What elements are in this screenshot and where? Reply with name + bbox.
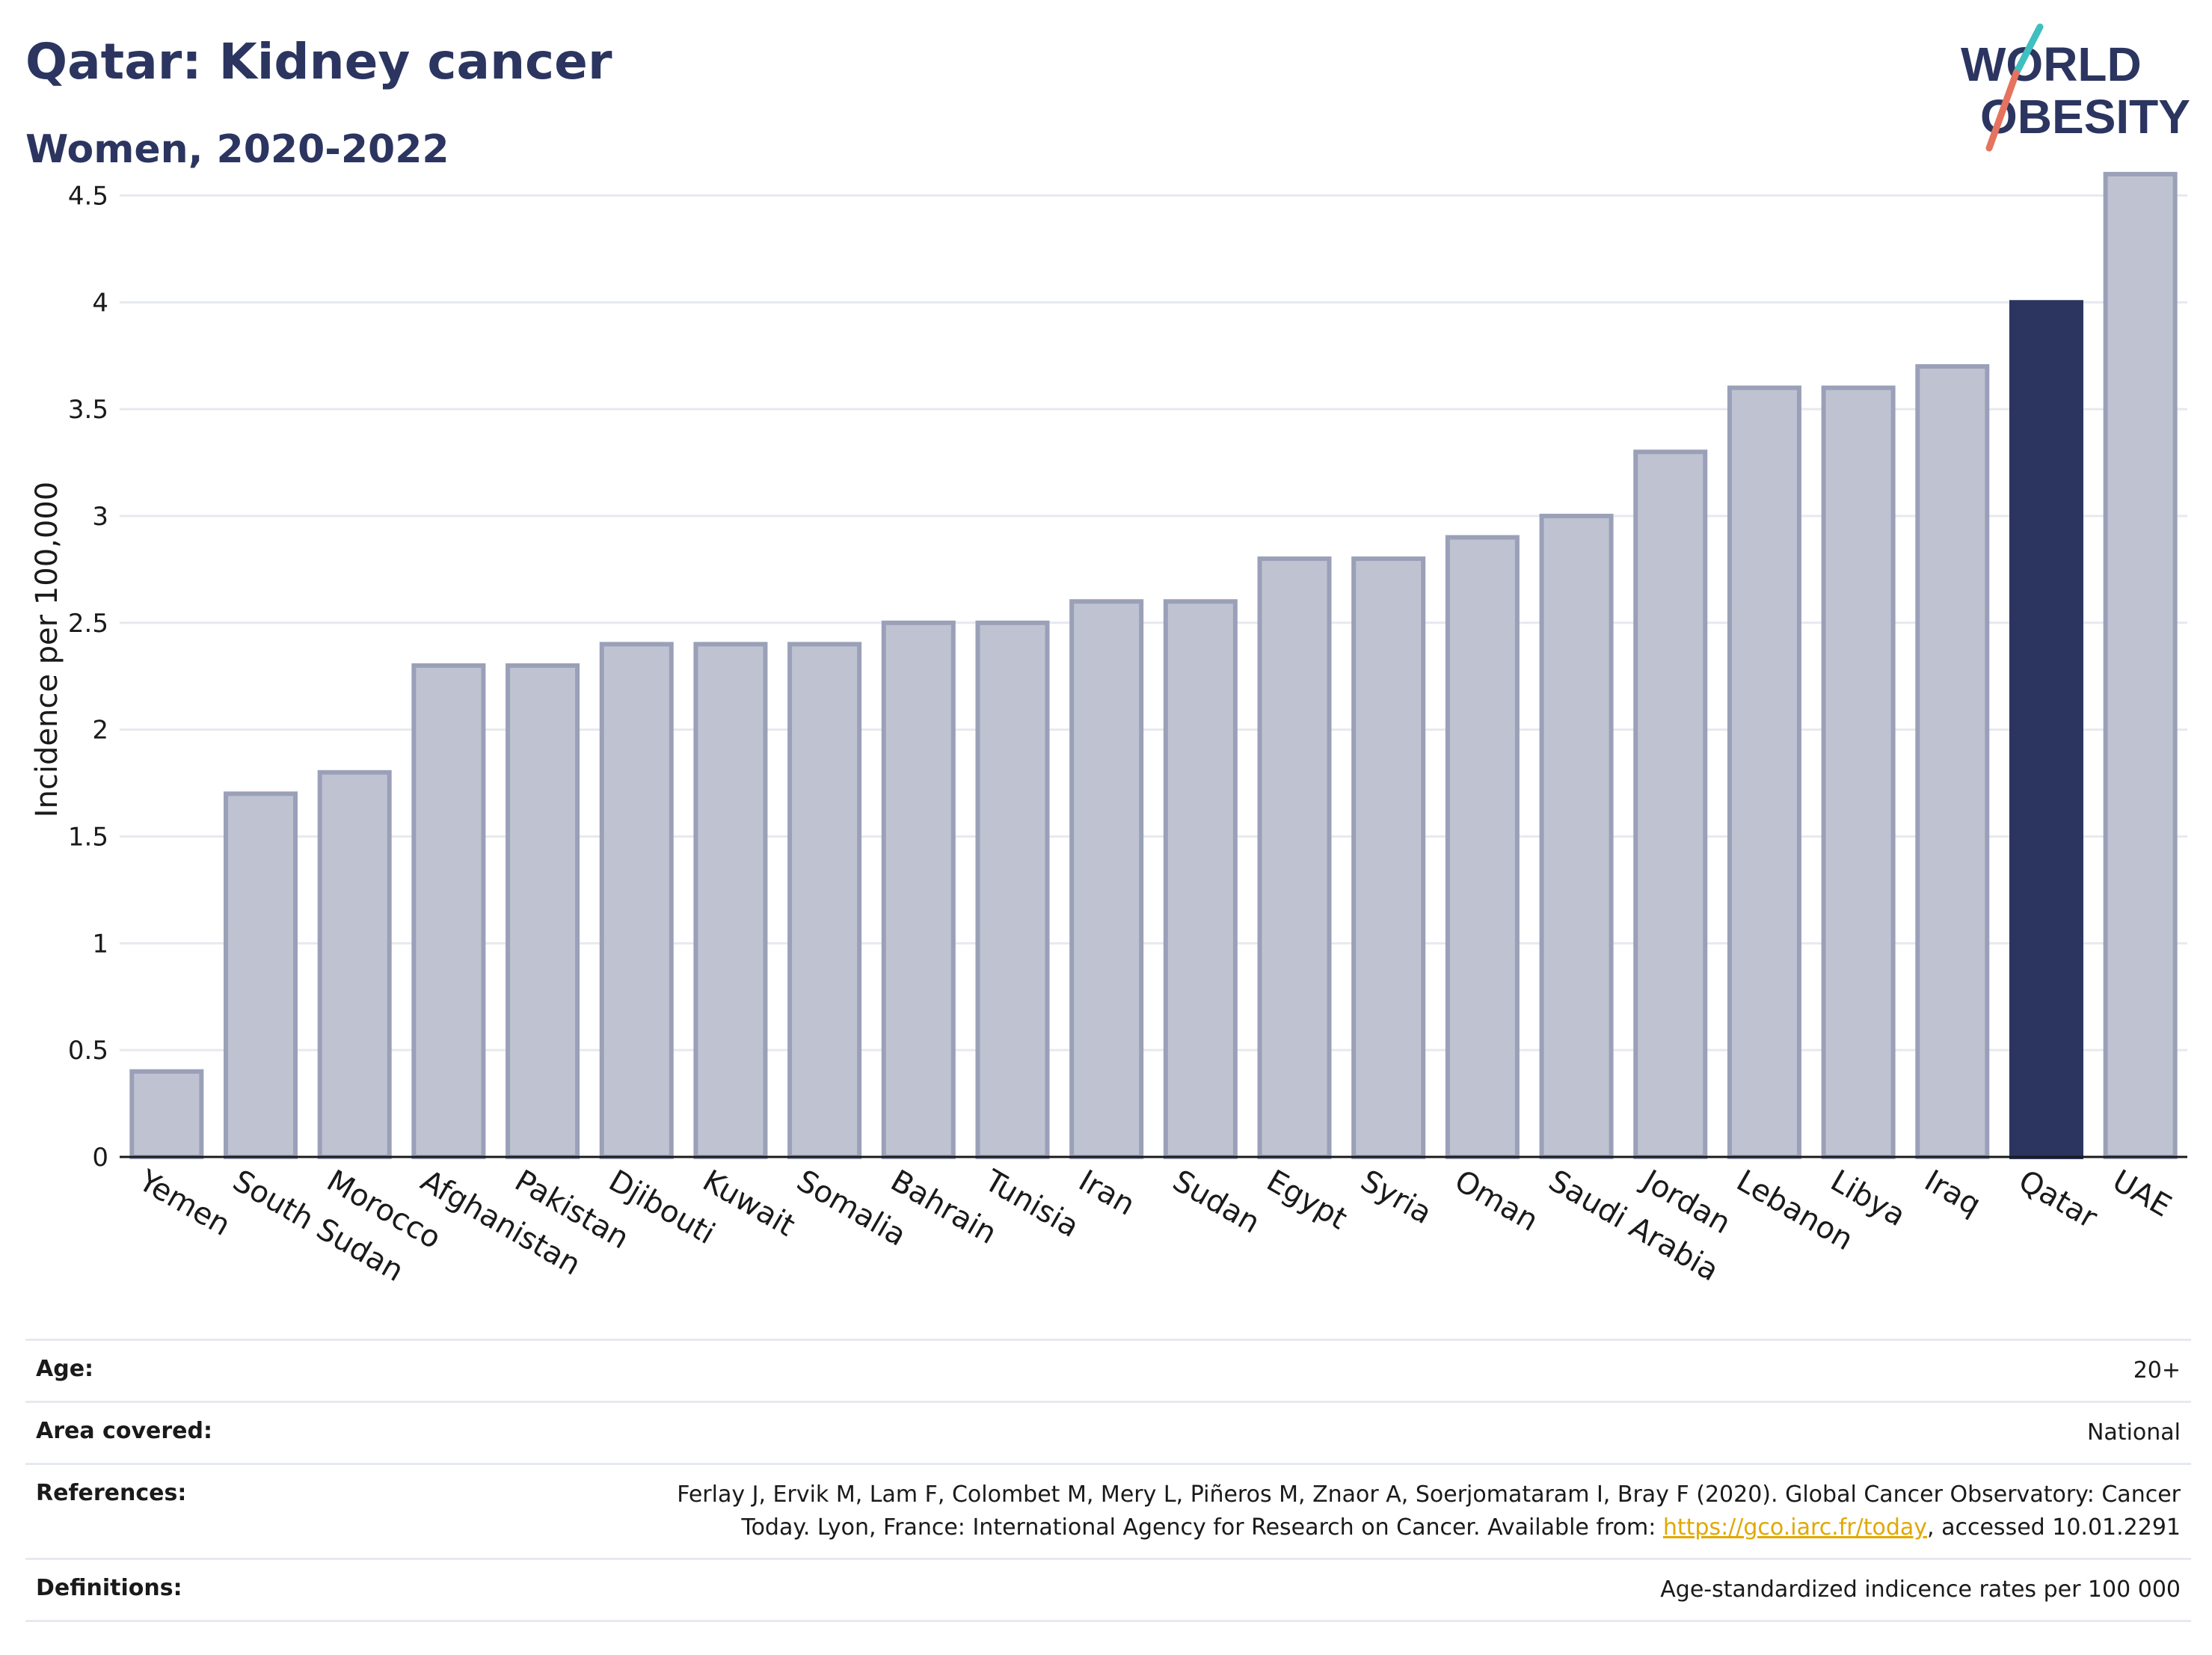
bar-qatar (2009, 300, 2083, 1159)
logo-line2: OBESITY (1980, 90, 2190, 144)
meta-label-references: References: (36, 1480, 187, 1506)
bar-bahrain (881, 620, 956, 1159)
x-tick-label: Yemen (132, 1163, 236, 1243)
bar-afghanistan (411, 663, 486, 1159)
y-tick-label: 1 (92, 929, 108, 959)
logo-line1: WORLD (1961, 37, 2142, 91)
logo-accent-teal (2012, 23, 2044, 77)
y-tick-label: 3 (92, 502, 108, 532)
bar-libya (1821, 385, 1896, 1159)
world-obesity-logo: WORLD OBESITY (1961, 23, 2190, 152)
reference-line2-prefix: Today. Lyon, France: International Agenc… (741, 1514, 1663, 1541)
bar-uae (2103, 171, 2178, 1159)
y-tick-label: 2.5 (68, 609, 108, 639)
page-title: Qatar: Kidney cancer (25, 33, 612, 90)
reference-line1: Ferlay J, Ervik M, Lam F, Colombet M, Me… (677, 1481, 2181, 1508)
x-tick-label: Iraq (1919, 1164, 1987, 1223)
y-tick-label: 1.5 (68, 822, 108, 852)
x-tick-label: Syria (1355, 1164, 1438, 1231)
meta-label-age: Age: (36, 1356, 94, 1382)
x-tick-label: Oman (1448, 1164, 1543, 1238)
y-tick-label: 2 (92, 716, 108, 746)
meta-row-references: References: Ferlay J, Ervik M, Lam F, Co… (25, 1463, 2191, 1558)
bar-saudi-arabia (1539, 513, 1614, 1159)
y-tick-label: 0.5 (68, 1036, 108, 1066)
reference-line2: Today. Lyon, France: International Agenc… (677, 1511, 2181, 1544)
bar-yemen (129, 1069, 204, 1159)
y-tick-label: 3.5 (68, 395, 108, 425)
reference-link[interactable]: https://gco.iarc.fr/today (1662, 1514, 1928, 1541)
metadata-table: Age: 20+ Area covered: National Referenc… (25, 1339, 2191, 1622)
x-tick-label: Sudan (1167, 1164, 1265, 1241)
x-tick-label: Qatar (2012, 1164, 2103, 1235)
meta-row-definitions: Definitions: Age-standardized indicence … (25, 1558, 2191, 1622)
reference-line2-suffix: , accessed 10.01.2291 (1927, 1514, 2181, 1541)
bar-tunisia (975, 620, 1050, 1159)
bar-iraq (1915, 363, 1990, 1160)
bar-pakistan (506, 663, 580, 1159)
bar-sudan (1163, 599, 1238, 1159)
page-subtitle: Women, 2020-2022 (25, 127, 449, 172)
meta-value-references: Ferlay J, Ervik M, Lam F, Colombet M, Me… (677, 1479, 2181, 1544)
y-tick-label: 4 (92, 288, 108, 318)
bar-iran (1069, 599, 1144, 1159)
bar-morocco (317, 770, 392, 1159)
y-tick-label: 4.5 (68, 181, 108, 211)
bar-egypt (1257, 556, 1332, 1159)
bar-lebanon (1727, 385, 1801, 1159)
meta-row-age: Age: 20+ (25, 1339, 2191, 1401)
meta-value-definitions: Age-standardized indicence rates per 100… (1660, 1576, 2181, 1603)
bar-djibouti (599, 642, 674, 1159)
y-axis-label: Incidence per 100,000 (30, 482, 64, 818)
meta-label-area: Area covered: (36, 1418, 212, 1444)
bar-south-sudan (224, 791, 298, 1159)
bar-somalia (787, 642, 862, 1159)
logo-accent-coral (1985, 70, 2020, 152)
x-tick-label: Egypt (1261, 1164, 1353, 1237)
bar-jordan (1633, 449, 1708, 1159)
bar-kuwait (693, 642, 768, 1159)
meta-row-area: Area covered: National (25, 1401, 2191, 1463)
bar-chart: 0 0.5 1 1.5 2 2.5 3 3.5 4 4.5 Incidence per 100,00… (30, 171, 2187, 1289)
bar-oman (1445, 535, 1520, 1159)
x-tick-label: UAE (2107, 1164, 2177, 1224)
meta-label-definitions: Definitions: (36, 1575, 182, 1601)
meta-value-area: National (2086, 1419, 2181, 1446)
bar-syria (1351, 556, 1426, 1159)
meta-value-age: 20+ (2133, 1357, 2181, 1384)
y-tick-label: 0 (92, 1143, 108, 1173)
